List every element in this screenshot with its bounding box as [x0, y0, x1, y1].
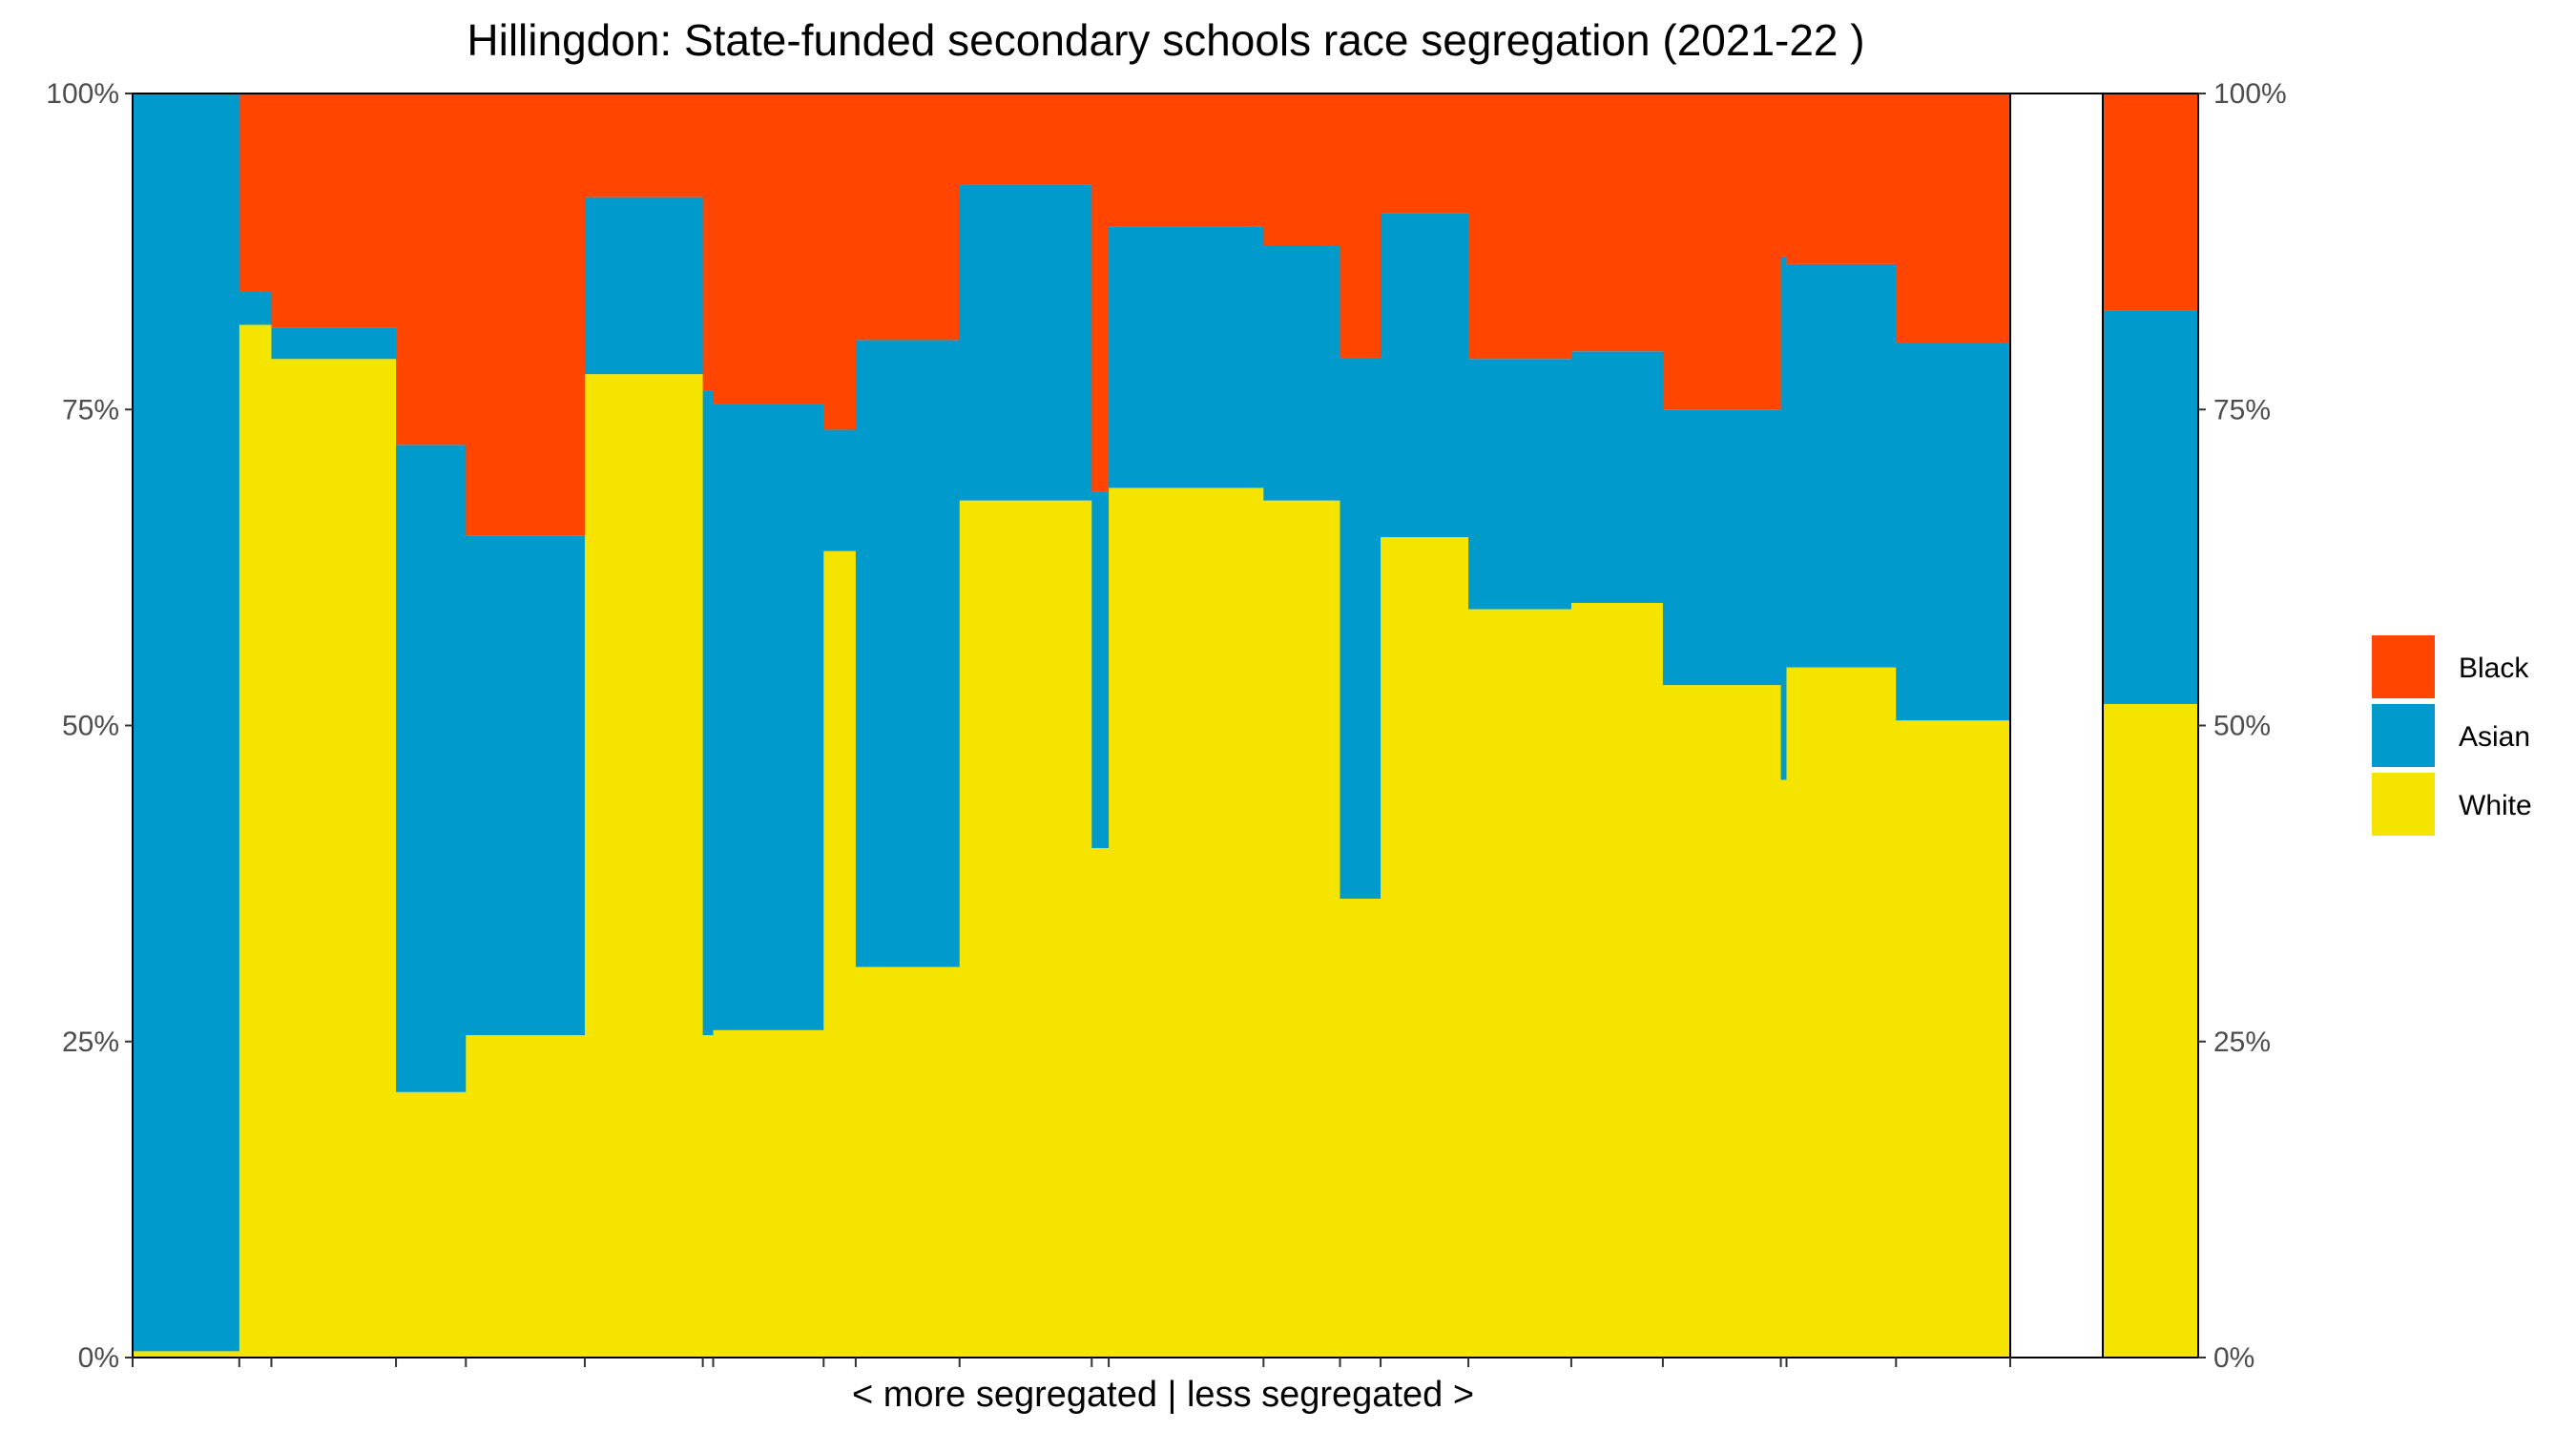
bar-segment-asian-school-12 — [1091, 491, 1110, 849]
bar-segment-asian-school-22 — [1896, 342, 2011, 721]
bar-segment-black-school-16 — [1381, 93, 1469, 214]
bar-segment-black-school-12 — [1091, 93, 1110, 492]
bar-segment-white-school-11 — [959, 500, 1092, 1358]
bar-segment-asian-school-2 — [239, 292, 273, 325]
bar-segment-black-school-19 — [1662, 93, 1782, 410]
bar-segment-white-school-17 — [1468, 609, 1572, 1358]
bars-layer — [133, 93, 2011, 1358]
panel-frames — [132, 93, 2199, 1358]
legend-label-black: Black — [2459, 653, 2529, 684]
bar-segment-asian-school-1 — [133, 93, 240, 1352]
bar-segment-white-school-1 — [133, 1351, 240, 1358]
bar-segment-asian-school-4 — [396, 445, 467, 1092]
right-y-axis: 0% 25% 50% 75% 100% — [2198, 78, 2287, 1374]
bar-segment-black-school-18 — [1570, 93, 1664, 352]
bar-segment-black-school-2 — [239, 93, 273, 293]
bar-segment-asian-school-18 — [1570, 351, 1664, 603]
bar-segment-white-school-8 — [713, 1029, 824, 1358]
overall-segment-black — [2103, 93, 2198, 311]
bar-segment-black-school-5 — [466, 93, 586, 536]
bar-segment-white-school-5 — [466, 1035, 586, 1358]
bar-segment-black-school-21 — [1786, 93, 1897, 264]
bar-segment-white-school-22 — [1896, 720, 2011, 1358]
bar-segment-asian-school-3 — [271, 327, 397, 360]
bar-segment-white-school-21 — [1786, 667, 1897, 1358]
right-y-tick-label: 25% — [2213, 1027, 2271, 1058]
bar-segment-white-school-16 — [1381, 537, 1469, 1358]
bar-segment-asian-school-21 — [1786, 263, 1897, 668]
bar-segment-asian-school-9 — [823, 429, 857, 551]
right-y-tick-label: 0% — [2213, 1342, 2254, 1374]
bar-segment-white-school-20 — [1780, 779, 1788, 1358]
x-axis-ticks — [132, 1358, 2011, 1367]
bar-segment-white-school-4 — [396, 1091, 467, 1358]
bar-segment-black-school-7 — [702, 93, 715, 391]
left-y-axis: 0% 25% 50% 75% 100% — [46, 78, 133, 1374]
bar-segment-white-school-3 — [271, 359, 397, 1358]
bar-segment-white-school-12 — [1091, 848, 1110, 1358]
bar-segment-asian-school-19 — [1662, 409, 1782, 686]
bar-segment-black-school-14 — [1263, 93, 1341, 245]
bar-segment-asian-school-6 — [584, 197, 704, 375]
bar-segment-white-school-19 — [1662, 685, 1782, 1358]
left-y-tick-label: 75% — [62, 394, 119, 425]
bar-segment-white-school-10 — [855, 966, 961, 1358]
bar-segment-black-school-9 — [823, 93, 857, 430]
overall-bar — [2103, 93, 2198, 1358]
right-y-tick-label: 100% — [2213, 78, 2287, 110]
bar-segment-asian-school-11 — [959, 184, 1092, 501]
bar-segment-black-school-15 — [1340, 93, 1381, 358]
bar-segment-white-school-9 — [823, 550, 857, 1358]
bar-segment-black-school-6 — [584, 93, 704, 197]
bar-segment-black-school-20 — [1780, 93, 1788, 257]
bar-segment-asian-school-17 — [1468, 359, 1572, 610]
overall-segment-white — [2103, 703, 2198, 1358]
bar-segment-asian-school-20 — [1780, 256, 1788, 780]
bar-segment-black-school-11 — [959, 93, 1092, 185]
chart-title: Hillingdon: State-funded secondary schoo… — [467, 15, 1864, 65]
bar-segment-black-school-3 — [271, 93, 397, 328]
x-axis-label: < more segregated | less segregated > — [852, 1375, 1474, 1415]
legend-key-black — [2372, 635, 2435, 698]
bar-segment-asian-school-13 — [1109, 226, 1264, 488]
bar-segment-black-school-8 — [713, 93, 824, 404]
bar-segment-asian-school-5 — [466, 535, 586, 1036]
legend-label-white: White — [2459, 790, 2532, 821]
overall-segment-asian — [2103, 310, 2198, 704]
legend-label-asian: Asian — [2459, 721, 2530, 753]
bar-segment-white-school-14 — [1263, 500, 1341, 1358]
left-y-tick-label: 0% — [78, 1342, 119, 1374]
legend: Black Asian White — [2372, 635, 2532, 836]
bar-segment-black-school-17 — [1468, 93, 1572, 360]
bar-segment-white-school-13 — [1109, 487, 1264, 1358]
bar-segment-asian-school-10 — [855, 340, 961, 967]
right-y-tick-label: 50% — [2213, 711, 2271, 742]
left-y-tick-label: 50% — [62, 711, 119, 742]
right-y-tick-label: 75% — [2213, 394, 2271, 425]
bar-segment-black-school-4 — [396, 93, 467, 446]
bar-segment-white-school-6 — [584, 374, 704, 1358]
legend-key-asian — [2372, 704, 2435, 767]
bar-segment-white-school-7 — [702, 1035, 715, 1358]
bar-segment-white-school-18 — [1570, 602, 1664, 1358]
bar-segment-asian-school-7 — [702, 390, 715, 1036]
bar-segment-asian-school-16 — [1381, 213, 1469, 538]
left-y-tick-label: 100% — [46, 78, 119, 110]
left-y-tick-label: 25% — [62, 1027, 119, 1058]
legend-key-white — [2372, 773, 2435, 836]
bar-segment-black-school-22 — [1896, 93, 2011, 343]
bar-segment-white-school-2 — [239, 324, 273, 1358]
bar-segment-black-school-10 — [855, 93, 961, 341]
bar-segment-black-school-13 — [1109, 93, 1264, 227]
bar-segment-asian-school-14 — [1263, 245, 1341, 501]
bar-segment-asian-school-15 — [1340, 357, 1381, 900]
bar-segment-white-school-15 — [1340, 899, 1381, 1358]
bar-segment-asian-school-8 — [713, 404, 824, 1030]
